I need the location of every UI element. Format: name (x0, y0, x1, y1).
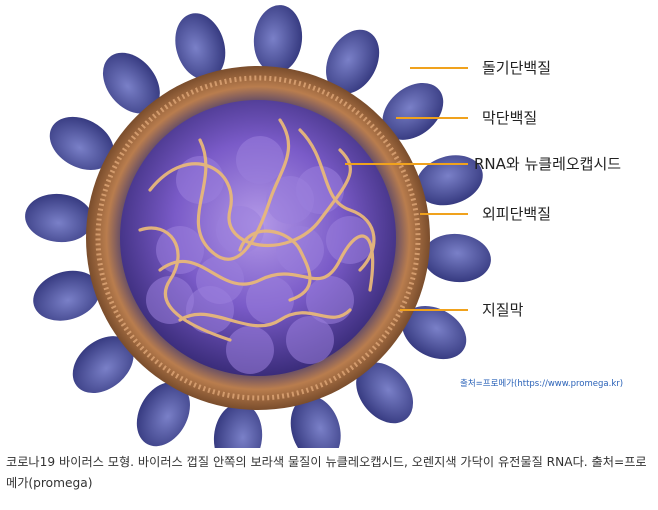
virus-figure: 돌기단백질 막단백질 RNA와 뉴클레오캡시드 외피단백질 지질막 출처=프로메… (25, 5, 623, 448)
nucleocapsid-blob (226, 326, 274, 374)
rna-strand (238, 229, 312, 302)
spike-head (326, 29, 380, 94)
spike-head (253, 5, 303, 73)
nucleocapsid-blob (266, 176, 314, 224)
leader-lines (345, 67, 468, 311)
spike-head (33, 270, 100, 321)
spike-head (102, 52, 160, 114)
rna-strand (138, 226, 232, 342)
rna-strand (298, 128, 376, 272)
label-envelope-protein: 외피단백질 (482, 205, 551, 223)
spike-protein (421, 233, 491, 283)
spike-head (382, 82, 444, 140)
label-lipid-membrane: 지질막 (482, 301, 524, 319)
nucleocapsid-blob (146, 276, 194, 324)
nucleocapsid-blob (246, 276, 294, 324)
spike-head (136, 382, 190, 447)
spike-protein-group (25, 5, 491, 448)
figure-caption: 코로나19 바이러스 모형. 바이러스 껍질 안쪽의 보라색 물질이 뉴클레오캡… (6, 455, 647, 490)
spike-head (402, 306, 467, 360)
label-rna-nucleocapsid: RNA와 뉴클레오캡시드 (474, 155, 621, 173)
spike-head (25, 193, 93, 243)
rna-strand (178, 308, 352, 328)
nucleocapsid-blob (326, 216, 374, 264)
spike-protein (253, 5, 303, 75)
spike-head (423, 233, 491, 283)
spike-head (72, 336, 134, 394)
membrane-stripes (95, 75, 421, 401)
label-membrane-protein: 막단백질 (482, 109, 537, 127)
spike-head (175, 13, 226, 80)
nucleocapsid-blob (306, 276, 354, 324)
rna-strands (138, 118, 376, 342)
rna-strand (158, 234, 375, 292)
rna-strand (196, 118, 291, 261)
spike-head (416, 155, 483, 206)
spike-head (290, 396, 341, 448)
spike-head (213, 403, 263, 448)
nucleocapsid-blob (196, 256, 244, 304)
virus-illustration: 돌기단백질 막단백질 RNA와 뉴클레오캡시드 외피단백질 지질막 출처=프로메… (25, 5, 623, 448)
spike-head (356, 362, 414, 424)
label-spike-protein: 돌기단백질 (482, 59, 551, 77)
nucleocapsid-blob (286, 316, 334, 364)
image-credit: 출처=프로메가(https://www.promega.kr) (460, 378, 623, 389)
nucleocapsid-blob (236, 136, 284, 184)
spike-head (49, 116, 114, 170)
spike-protein (25, 193, 95, 243)
